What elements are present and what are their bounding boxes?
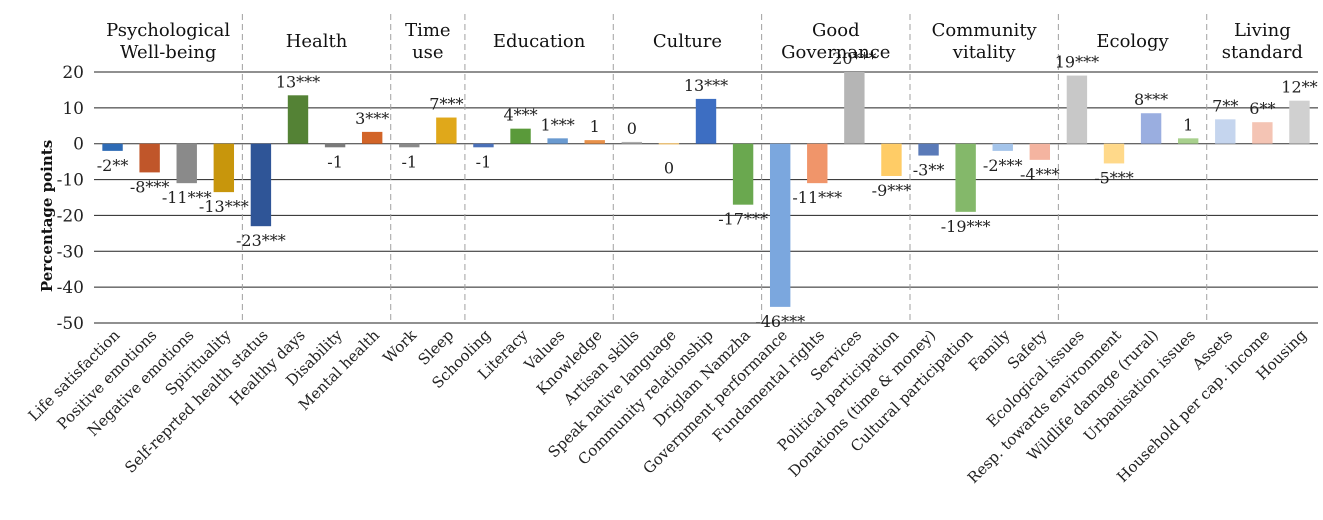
y-axis-label: Percentage points bbox=[38, 140, 56, 292]
bar bbox=[1140, 113, 1162, 144]
data-label: -11*** bbox=[792, 188, 842, 207]
data-label: 20*** bbox=[832, 49, 876, 68]
bar bbox=[324, 143, 346, 148]
data-label: -1 bbox=[401, 152, 417, 171]
y-tick-label: -30 bbox=[57, 242, 84, 262]
bar bbox=[1103, 143, 1125, 164]
data-labels: -2**-8***-11***-13***-23***13***-13***-1… bbox=[97, 49, 1318, 331]
bar bbox=[250, 143, 272, 227]
data-label: 1 bbox=[1183, 115, 1193, 134]
category-label: Family bbox=[965, 326, 1014, 375]
bar bbox=[547, 138, 568, 144]
data-label: -1 bbox=[327, 152, 343, 171]
group-label: Ecology bbox=[1096, 31, 1169, 52]
bar bbox=[807, 143, 828, 184]
bar bbox=[213, 143, 235, 193]
bar bbox=[695, 98, 717, 144]
data-label: 12** bbox=[1281, 78, 1317, 97]
bar bbox=[1215, 119, 1236, 144]
bar bbox=[473, 143, 494, 148]
group-label: Culture bbox=[653, 31, 722, 52]
data-label: 1 bbox=[590, 117, 600, 136]
group-label: use bbox=[412, 42, 443, 63]
bar bbox=[1289, 100, 1310, 144]
data-label: -2*** bbox=[983, 156, 1023, 175]
data-label: 0 bbox=[664, 159, 674, 178]
data-label: 0 bbox=[627, 119, 637, 138]
data-label: 3*** bbox=[355, 109, 389, 128]
y-tick-label: 20 bbox=[62, 63, 84, 83]
data-label: -17*** bbox=[718, 210, 768, 229]
bar bbox=[1066, 75, 1088, 144]
data-label: 13*** bbox=[276, 72, 320, 91]
y-tick-label: 10 bbox=[62, 99, 84, 119]
data-label: -23*** bbox=[236, 231, 286, 250]
group-label: Well-being bbox=[120, 42, 216, 63]
group-label: Living bbox=[1234, 20, 1291, 41]
data-label: -9*** bbox=[872, 181, 912, 200]
category-label: Work bbox=[379, 325, 420, 366]
bar bbox=[287, 95, 309, 144]
y-tick-label: -40 bbox=[57, 278, 84, 298]
data-label: -19*** bbox=[941, 217, 991, 236]
data-label: -8*** bbox=[130, 177, 170, 196]
data-label: -13*** bbox=[199, 197, 249, 216]
data-label: -3** bbox=[913, 161, 945, 180]
y-axis-ticks: -50 -40 -30 -20 -10 0 10 20 bbox=[57, 63, 84, 334]
group-label: Good bbox=[812, 20, 860, 41]
group-label: Time bbox=[405, 20, 450, 41]
bar bbox=[881, 143, 902, 176]
bar bbox=[510, 128, 531, 144]
bar bbox=[584, 140, 605, 144]
bar bbox=[955, 143, 976, 212]
group-separators bbox=[241, 14, 1208, 323]
group-label: Health bbox=[286, 31, 348, 52]
bar bbox=[399, 143, 420, 148]
group-label: Education bbox=[493, 31, 586, 52]
bar bbox=[436, 117, 457, 144]
bar bbox=[658, 142, 680, 145]
y-tick-label: -50 bbox=[57, 314, 84, 334]
bar bbox=[918, 143, 939, 156]
data-label: 6** bbox=[1249, 99, 1275, 118]
bar bbox=[844, 72, 865, 144]
group-label: Community bbox=[932, 20, 1038, 41]
bar bbox=[1177, 138, 1199, 144]
bar bbox=[1029, 143, 1051, 160]
group-label: Psychological bbox=[106, 20, 230, 41]
data-label: -2** bbox=[97, 156, 129, 175]
data-label: -11*** bbox=[162, 188, 212, 207]
data-label: -46*** bbox=[755, 312, 805, 331]
bar bbox=[176, 143, 197, 184]
data-label: -1 bbox=[476, 152, 492, 171]
data-label: 13*** bbox=[684, 76, 728, 95]
bar bbox=[732, 143, 754, 205]
bar bbox=[1252, 122, 1273, 144]
group-label: Governance bbox=[781, 42, 890, 63]
bar bbox=[621, 141, 643, 144]
data-label: 7*** bbox=[429, 95, 463, 114]
data-label: 7** bbox=[1212, 96, 1238, 115]
bar bbox=[769, 143, 791, 307]
y-tick-label: -10 bbox=[57, 171, 84, 191]
bar bbox=[139, 143, 160, 173]
data-label: 4*** bbox=[503, 106, 537, 125]
y-tick-label: 0 bbox=[73, 135, 84, 155]
bars bbox=[102, 72, 1310, 307]
data-label: -4*** bbox=[1020, 165, 1060, 184]
bar bbox=[992, 143, 1013, 151]
bar bbox=[361, 131, 383, 144]
y-tick-label: -20 bbox=[57, 206, 84, 226]
data-label: 8*** bbox=[1134, 90, 1168, 109]
data-label: 1*** bbox=[541, 115, 575, 134]
group-label: standard bbox=[1222, 42, 1303, 63]
data-label: -5*** bbox=[1094, 168, 1134, 187]
bar bbox=[102, 143, 123, 151]
data-label: 19*** bbox=[1055, 53, 1099, 72]
group-label: vitality bbox=[952, 42, 1017, 63]
